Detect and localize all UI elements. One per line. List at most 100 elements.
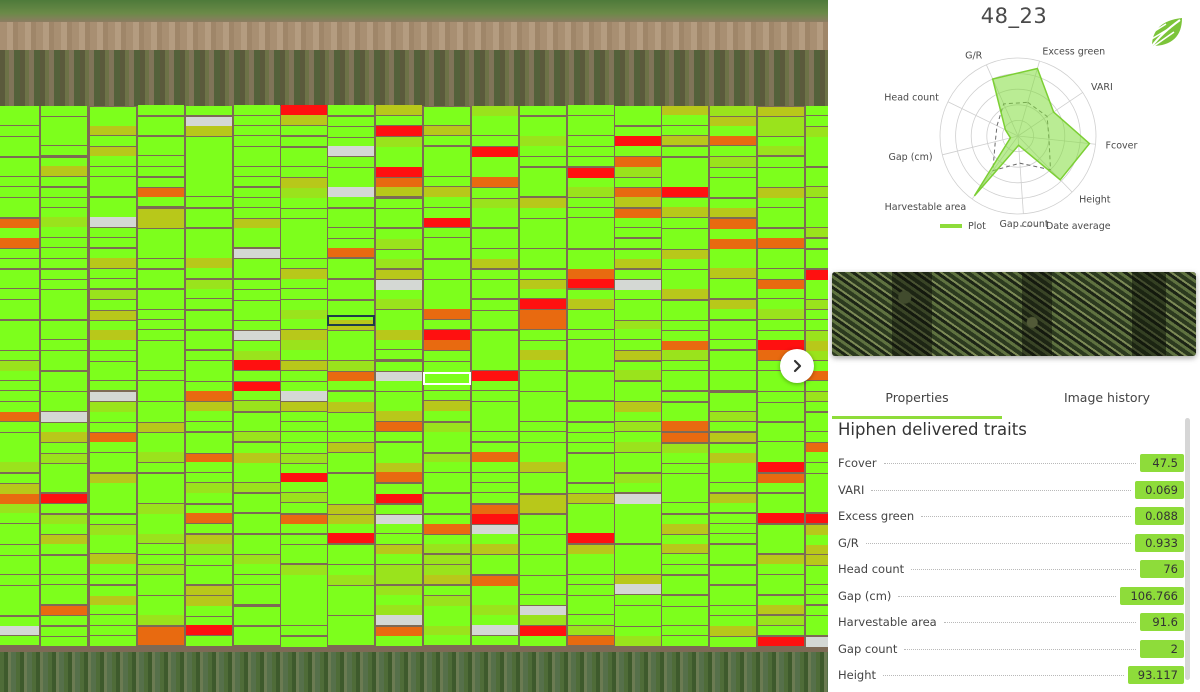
field-plot[interactable] [806,289,828,299]
field-plot[interactable] [41,443,87,453]
field-plot[interactable] [186,126,232,136]
field-plot[interactable] [758,299,804,309]
field-plot[interactable] [281,278,327,289]
field-plot[interactable] [281,564,327,575]
field-plot[interactable] [758,452,804,462]
field-plot[interactable] [376,177,422,188]
field-plot[interactable] [376,391,422,402]
field-plot[interactable] [0,452,39,462]
field-plot[interactable] [90,227,136,238]
field-plot[interactable] [281,443,327,454]
field-plot[interactable] [186,280,232,290]
field-plot[interactable] [328,504,374,515]
selected-plot-outline[interactable] [423,372,471,385]
field-plot[interactable] [328,484,374,494]
field-plot[interactable] [376,504,422,515]
field-plot[interactable] [138,606,184,616]
field-plot[interactable] [568,116,614,126]
field-plot[interactable] [281,432,327,442]
field-plot[interactable] [138,319,184,330]
field-plot[interactable] [281,514,327,525]
field-plot[interactable] [328,127,374,137]
field-plot[interactable] [328,228,374,238]
field-plot[interactable] [758,279,804,290]
plot-grid[interactable] [0,0,828,692]
field-plot[interactable] [424,606,470,616]
field-plot[interactable] [234,208,280,218]
field-plot[interactable] [662,554,708,565]
field-plot[interactable] [41,564,87,574]
field-plot[interactable] [424,401,470,411]
field-plot[interactable] [758,462,804,472]
field-plot[interactable] [520,402,566,412]
field-plot[interactable] [662,514,708,525]
field-plot[interactable] [806,258,828,268]
field-plot[interactable] [568,259,614,269]
field-plot[interactable] [424,441,470,452]
field-plot[interactable] [710,198,756,209]
field-plot[interactable] [758,482,804,493]
field-plot[interactable] [520,177,566,187]
field-plot[interactable] [281,289,327,299]
field-plot[interactable] [41,166,87,177]
field-plot[interactable] [186,197,232,207]
field-plot[interactable] [138,156,184,166]
field-plot[interactable] [424,309,470,320]
field-plot[interactable] [90,258,136,268]
field-plot[interactable] [424,554,470,565]
field-plot[interactable] [281,229,327,239]
field-plot[interactable] [90,442,136,452]
field-plot[interactable] [424,247,470,258]
field-plot[interactable] [138,350,184,361]
field-plot[interactable] [0,157,39,168]
field-plot[interactable] [758,309,804,319]
field-plot[interactable] [376,269,422,280]
field-plot[interactable] [806,391,828,402]
field-plot[interactable] [662,615,708,625]
field-plot[interactable] [662,380,708,391]
field-plot[interactable] [90,208,136,218]
field-plot[interactable] [424,524,470,535]
field-plot[interactable] [615,197,661,207]
field-plot[interactable] [806,361,828,371]
field-plot[interactable] [90,412,136,422]
field-plot[interactable] [0,207,39,217]
field-plot[interactable] [41,514,87,525]
field-plot[interactable] [472,493,518,503]
field-plot[interactable] [472,524,518,535]
field-plot[interactable] [376,167,422,177]
field-plot[interactable] [520,136,566,146]
field-plot[interactable] [568,187,614,197]
field-plot[interactable] [328,421,374,432]
field-plot[interactable] [234,421,280,432]
field-plot[interactable] [424,340,470,350]
field-plot[interactable] [138,615,184,625]
field-plot[interactable] [568,554,614,564]
field-plot[interactable] [710,351,756,361]
field-plot[interactable] [0,350,39,361]
field-plot[interactable] [138,177,184,188]
field-plot[interactable] [568,156,614,167]
field-plot[interactable] [568,422,614,433]
field-plot[interactable] [568,442,614,453]
field-plot[interactable] [234,443,280,453]
field-plot[interactable] [41,127,87,137]
field-plot[interactable] [41,626,87,637]
field-plot[interactable] [710,380,756,391]
field-plot[interactable] [376,626,422,637]
field-plot[interactable] [662,350,708,360]
field-plot[interactable] [328,453,374,463]
field-plot[interactable] [615,329,661,339]
field-plot[interactable] [234,554,280,565]
field-plot[interactable] [41,237,87,248]
field-plot[interactable] [0,248,39,259]
field-plot[interactable] [568,238,614,248]
field-plot[interactable] [662,258,708,269]
field-plot[interactable] [186,288,232,299]
field-plot[interactable] [806,421,828,432]
field-plot[interactable] [710,207,756,218]
field-plot[interactable] [376,472,422,482]
field-plot[interactable] [662,443,708,454]
field-plot[interactable] [281,482,327,493]
field-plot[interactable] [424,543,470,554]
